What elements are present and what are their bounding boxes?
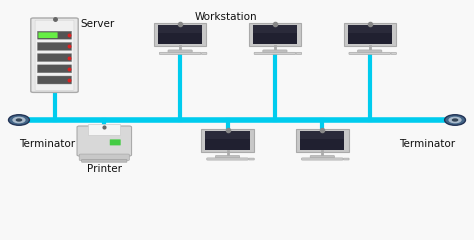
- FancyBboxPatch shape: [300, 131, 345, 150]
- FancyBboxPatch shape: [207, 158, 248, 160]
- FancyBboxPatch shape: [35, 20, 74, 90]
- FancyBboxPatch shape: [37, 54, 72, 62]
- FancyBboxPatch shape: [253, 25, 297, 33]
- Text: Server: Server: [81, 19, 115, 29]
- FancyBboxPatch shape: [77, 126, 131, 156]
- Circle shape: [12, 117, 26, 123]
- FancyBboxPatch shape: [391, 53, 396, 54]
- FancyBboxPatch shape: [357, 50, 382, 52]
- FancyBboxPatch shape: [253, 25, 297, 44]
- FancyBboxPatch shape: [347, 25, 392, 33]
- Circle shape: [9, 115, 29, 125]
- Circle shape: [452, 118, 458, 122]
- FancyBboxPatch shape: [110, 139, 121, 145]
- FancyBboxPatch shape: [37, 31, 72, 39]
- Text: Terminator: Terminator: [19, 139, 75, 149]
- FancyBboxPatch shape: [301, 158, 343, 160]
- FancyBboxPatch shape: [158, 25, 202, 44]
- FancyBboxPatch shape: [82, 160, 127, 162]
- FancyBboxPatch shape: [344, 158, 349, 160]
- FancyBboxPatch shape: [205, 131, 250, 139]
- FancyBboxPatch shape: [201, 129, 254, 152]
- FancyBboxPatch shape: [37, 42, 72, 50]
- FancyBboxPatch shape: [215, 156, 240, 158]
- FancyBboxPatch shape: [159, 52, 201, 54]
- FancyBboxPatch shape: [205, 131, 250, 150]
- Text: Terminator: Terminator: [399, 139, 455, 149]
- FancyBboxPatch shape: [344, 23, 396, 46]
- FancyBboxPatch shape: [38, 32, 58, 38]
- FancyBboxPatch shape: [158, 25, 202, 33]
- FancyBboxPatch shape: [347, 25, 392, 44]
- FancyBboxPatch shape: [37, 65, 72, 73]
- FancyBboxPatch shape: [79, 154, 129, 161]
- FancyBboxPatch shape: [37, 76, 72, 84]
- FancyBboxPatch shape: [296, 53, 301, 54]
- Circle shape: [448, 117, 462, 123]
- FancyBboxPatch shape: [31, 18, 78, 92]
- FancyBboxPatch shape: [296, 129, 348, 152]
- Text: Workstation: Workstation: [194, 12, 257, 22]
- FancyBboxPatch shape: [254, 52, 296, 54]
- FancyBboxPatch shape: [249, 158, 254, 160]
- FancyBboxPatch shape: [300, 131, 345, 139]
- Circle shape: [16, 118, 22, 122]
- Text: Printer: Printer: [87, 164, 122, 174]
- FancyBboxPatch shape: [88, 124, 120, 135]
- FancyBboxPatch shape: [349, 52, 391, 54]
- FancyBboxPatch shape: [154, 23, 206, 46]
- FancyBboxPatch shape: [310, 156, 335, 158]
- FancyBboxPatch shape: [249, 23, 301, 46]
- FancyBboxPatch shape: [168, 50, 192, 52]
- FancyBboxPatch shape: [201, 53, 207, 54]
- Circle shape: [445, 115, 465, 125]
- FancyBboxPatch shape: [263, 50, 287, 52]
